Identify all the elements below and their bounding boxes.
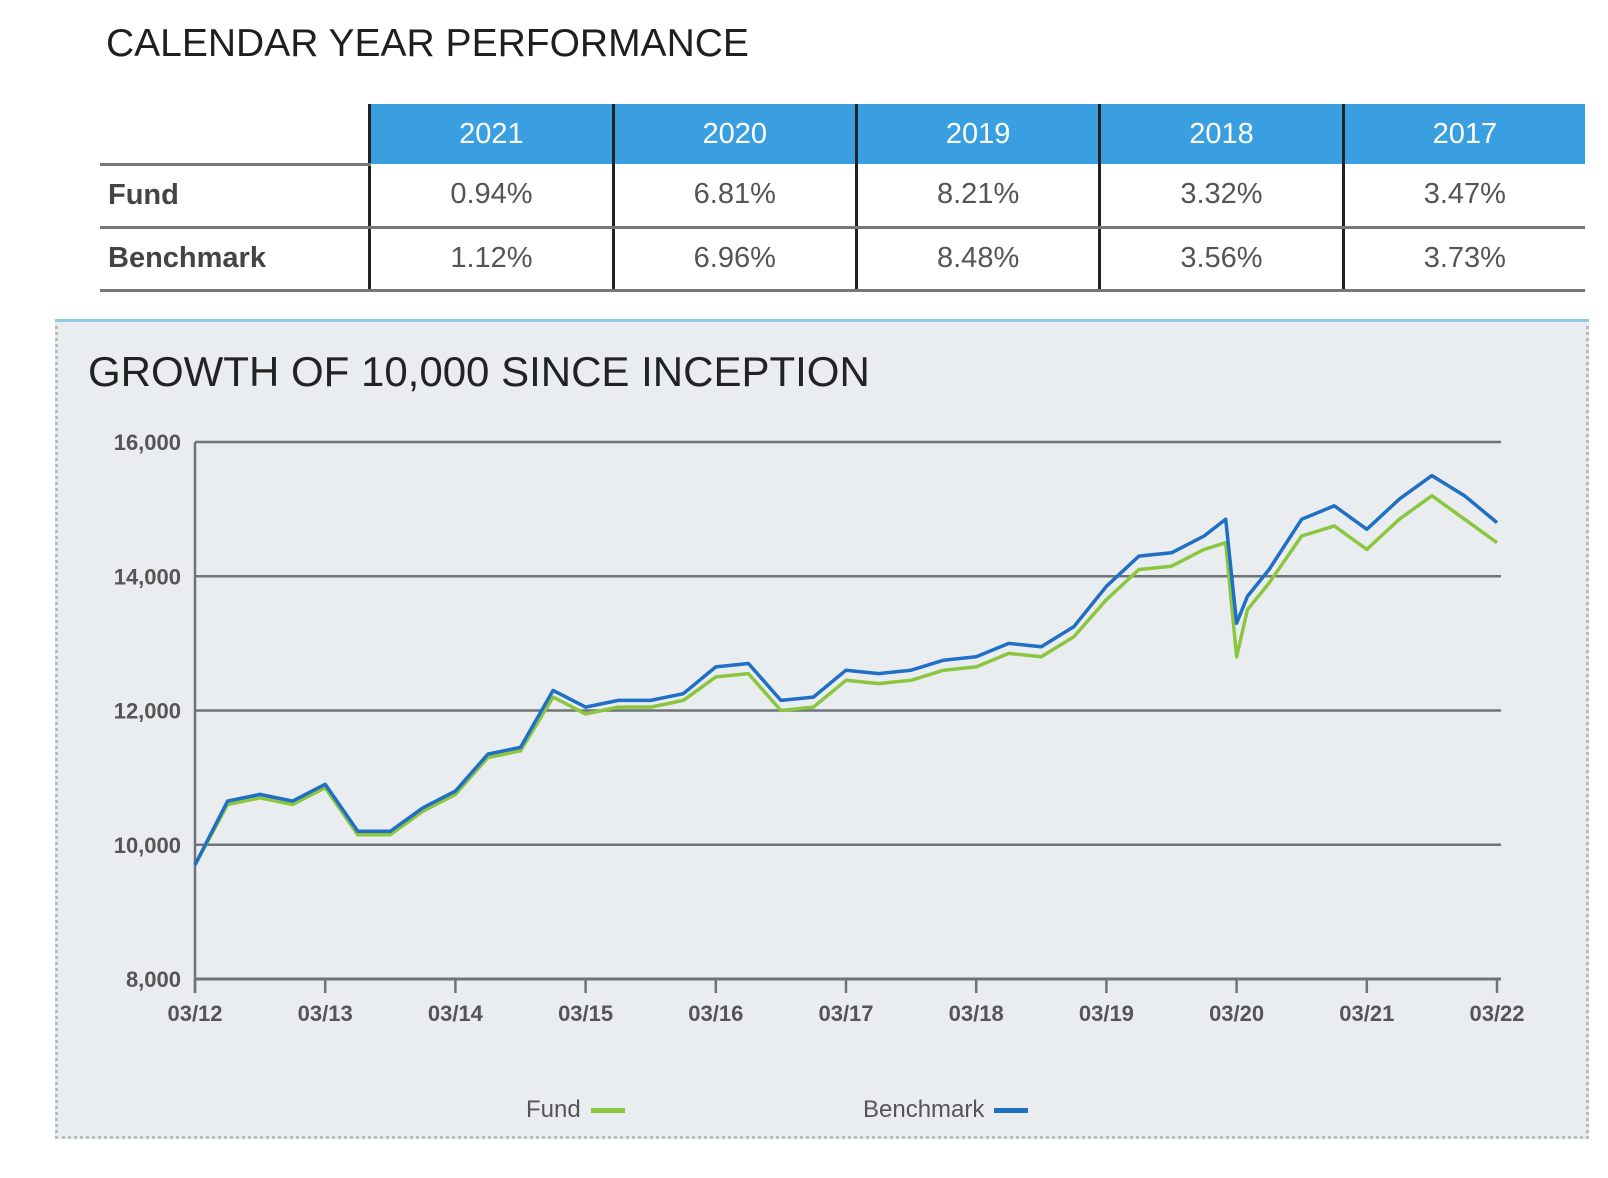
x-tick-label: 03/19 (1079, 1001, 1134, 1026)
fund-return-cell: 3.32% (1098, 164, 1344, 229)
x-tick-label: 03/13 (298, 1001, 353, 1026)
y-tick-label: 12,000 (114, 699, 181, 724)
fund-return-cell: 0.94% (368, 164, 614, 229)
row-label: Fund (100, 164, 370, 229)
table-header-row: 2021 2020 2019 2018 2017 (100, 104, 1585, 166)
table-row-fund: Fund 0.94% 6.81% 8.21% 3.32% 3.47% (100, 164, 1585, 229)
chart-title: GROWTH OF 10,000 SINCE INCEPTION (88, 348, 870, 395)
benchmark-return-cell: 3.56% (1098, 227, 1344, 292)
legend-benchmark-label: Benchmark (863, 1096, 985, 1123)
benchmark-series-line (193, 473, 1499, 866)
legend-fund: Fund (526, 1096, 625, 1124)
fund-series-line (193, 493, 1499, 866)
performance-table: 2021 2020 2019 2018 2017 Fund 0.94% 6.81… (100, 104, 1585, 292)
y-tick-label: 8,000 (126, 967, 181, 992)
x-tick-label: 03/20 (1209, 1001, 1264, 1026)
growth-line-chart: 8,000 10,000 12,000 14,000 16,000 03/12 03/13 0… (114, 430, 1525, 1026)
fund-return-cell: 6.81% (611, 164, 857, 229)
year-header: 2018 (1098, 104, 1344, 164)
benchmark-return-cell: 8.48% (854, 227, 1100, 292)
year-header: 2020 (611, 104, 857, 164)
x-tick-label: 03/18 (949, 1001, 1004, 1026)
year-header: 2021 (368, 104, 614, 164)
x-tick-label: 03/21 (1339, 1001, 1394, 1026)
legend-benchmark-swatch (994, 1107, 1029, 1113)
legend-fund-label: Fund (526, 1096, 581, 1123)
benchmark-return-cell: 6.96% (611, 227, 857, 292)
x-tick-label: 03/15 (558, 1001, 613, 1026)
y-tick-label: 14,000 (114, 564, 181, 589)
legend-benchmark: Benchmark (863, 1096, 1029, 1124)
fund-return-cell: 3.47% (1341, 164, 1585, 229)
table-row-benchmark: Benchmark 1.12% 6.96% 8.48% 3.56% 3.73% (100, 227, 1585, 292)
year-header: 2017 (1341, 104, 1585, 164)
x-tick-label: 03/22 (1469, 1001, 1524, 1026)
x-tick-label: 03/16 (688, 1001, 743, 1026)
x-tick-label: 03/12 (167, 1001, 222, 1026)
x-tick-label: 03/17 (818, 1001, 873, 1026)
year-header: 2019 (854, 104, 1100, 164)
performance-title: CALENDAR YEAR PERFORMANCE (106, 22, 749, 65)
benchmark-return-cell: 1.12% (368, 227, 614, 292)
growth-chart-panel: GROWTH OF 10,000 SINCE INCEPTION 8,000 10… (55, 319, 1589, 1139)
legend-fund-swatch (590, 1107, 625, 1113)
row-label: Benchmark (100, 227, 370, 292)
y-tick-label: 16,000 (114, 430, 181, 455)
benchmark-return-cell: 3.73% (1341, 227, 1585, 292)
x-tick-label: 03/14 (428, 1001, 484, 1026)
fund-return-cell: 8.21% (854, 164, 1100, 229)
y-tick-label: 10,000 (114, 833, 181, 858)
table-corner (100, 104, 370, 166)
